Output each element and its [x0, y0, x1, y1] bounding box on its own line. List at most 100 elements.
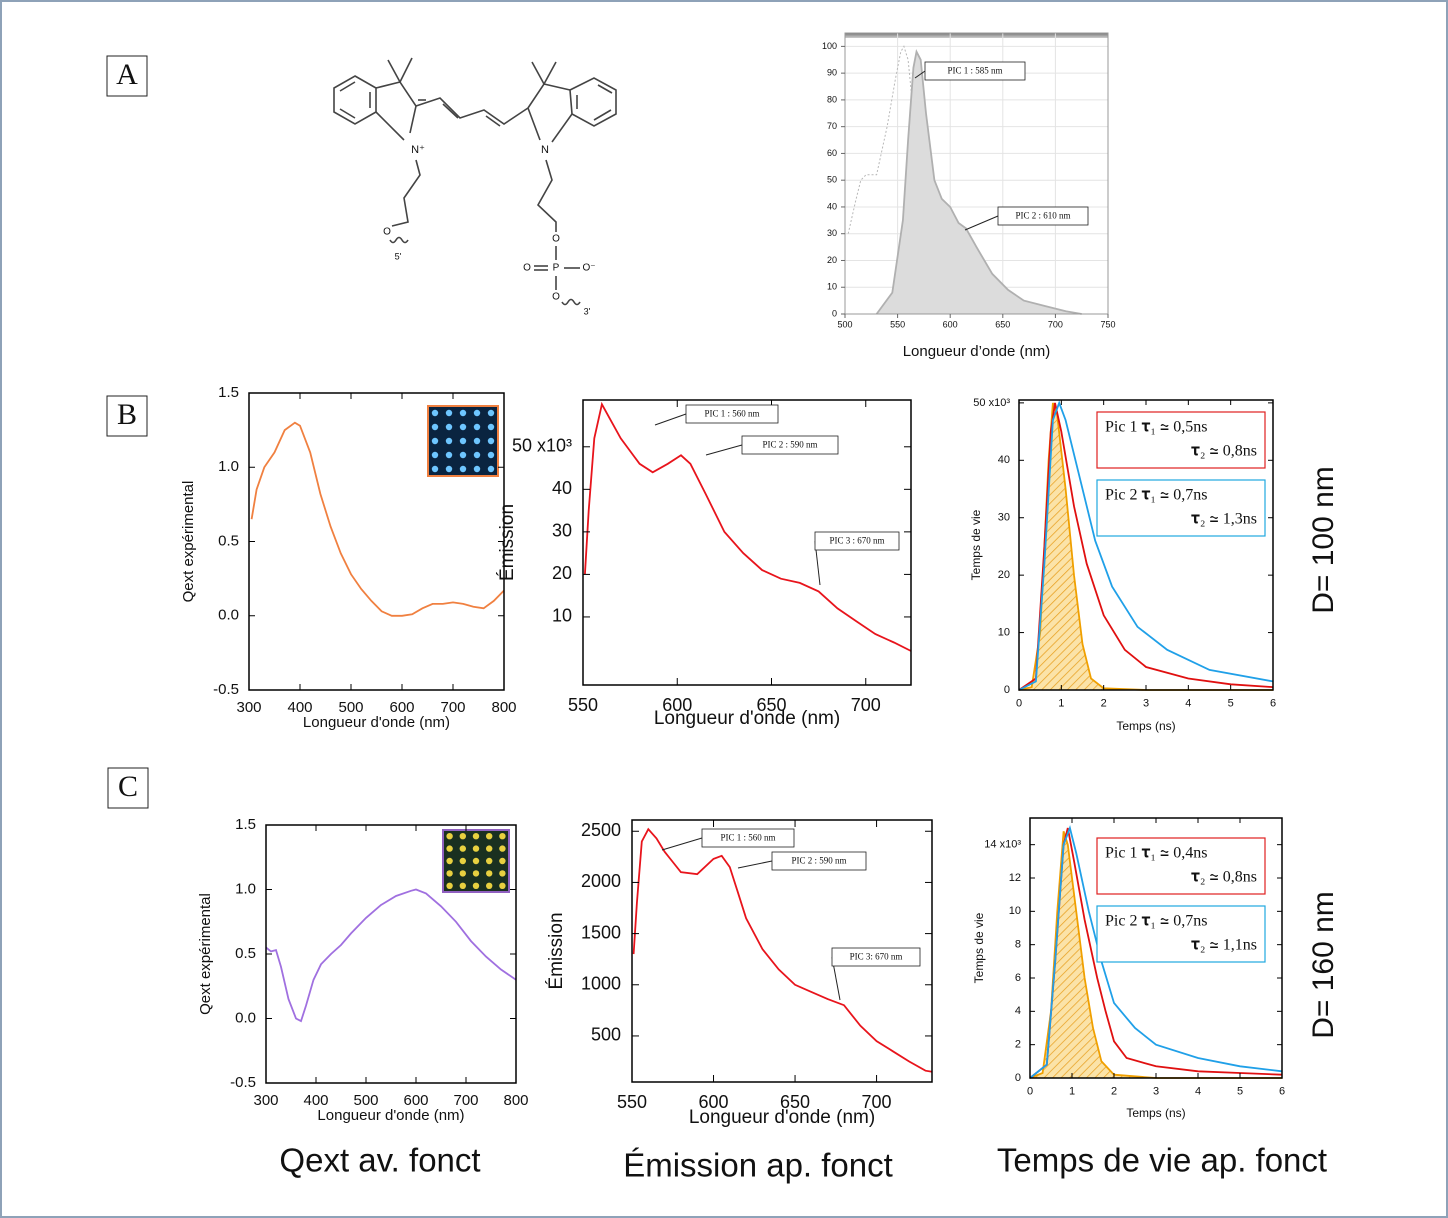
y-tick-label: 70 [827, 121, 837, 131]
annotation: PIC 2 : 590 nm [791, 856, 846, 866]
x-tick-label: 600 [389, 699, 414, 716]
atom-label: O [383, 227, 391, 238]
y-tick-label: 80 [827, 94, 837, 104]
annotation-box [831, 947, 921, 967]
y-tick-label: -0.5 [213, 681, 239, 698]
legend-text: Pic 1 𝛕₁ ≃ 0,4ns [1105, 845, 1208, 862]
atom-label: N⁺ [411, 144, 425, 156]
leader-line [654, 413, 687, 426]
line [250, 421, 505, 617]
y-tick-label: 2500 [581, 820, 621, 840]
x-tick-label: 600 [698, 1092, 728, 1112]
y-tick-label: 12 [1009, 872, 1021, 884]
x-axis-label: Longueur d’onde (nm) [903, 343, 1051, 360]
area [1030, 831, 1282, 1078]
y-tick-label: 1500 [581, 922, 621, 942]
y-tick-label: 4 [1015, 1005, 1021, 1017]
x-tick-label: 800 [503, 1092, 528, 1109]
x-tick-label: 800 [491, 699, 516, 716]
x-tick-label: 400 [303, 1092, 328, 1109]
y-axis-label: Temps de vie [969, 509, 983, 580]
annotation: PIC 2 : 590 nm [762, 440, 817, 450]
x-tick-label: 3 [1143, 698, 1149, 710]
y-tick-label: 50 x10³ [973, 397, 1010, 409]
panel-label: C [118, 770, 138, 803]
annotation-box [701, 828, 795, 848]
x-tick-label: 750 [1100, 320, 1115, 330]
y-axis-label: Émission [546, 912, 567, 989]
annotation: PIC 3 : 670 nm [829, 536, 884, 546]
x-axis-label: Longueur d'onde (nm) [303, 714, 450, 731]
y-axis-label: Qext expérimental [197, 893, 214, 1015]
x-axis-label: Temps (ns) [1126, 1106, 1185, 1120]
annotation-box [685, 404, 779, 424]
molecule [333, 57, 617, 306]
x-tick-label: 500 [353, 1092, 378, 1109]
caption: Qext av. fonct [279, 1142, 480, 1179]
y-axis-label: Qext expérimental [180, 481, 197, 603]
legend-text: 𝛕₂ ≃ 1,3ns [1191, 511, 1257, 528]
y-tick-label: 50 x10³ [512, 436, 572, 456]
line [875, 48, 1082, 315]
x-tick-label: 500 [837, 320, 852, 330]
area [876, 51, 1082, 314]
y-tick-label: 0 [1015, 1072, 1021, 1084]
x-tick-label: 600 [403, 1092, 428, 1109]
x-tick-label: 700 [1048, 320, 1063, 330]
caption: Émission ap. fonct [623, 1147, 893, 1184]
y-tick-label: 0 [1004, 684, 1010, 696]
y-tick-label: 50 [827, 175, 837, 185]
x-tick-label: 550 [617, 1092, 647, 1112]
y-tick-label: 0.5 [235, 945, 256, 962]
atom-label: N [541, 144, 549, 156]
inset-image [427, 405, 499, 477]
legend-box [1096, 905, 1266, 963]
x-tick-label: 700 [440, 699, 465, 716]
y-tick-label: 6 [1015, 972, 1021, 984]
y-tick-label: 40 [998, 454, 1010, 466]
x-tick-label: 300 [253, 1092, 278, 1109]
annotation-box [997, 206, 1089, 226]
y-tick-label: 30 [998, 512, 1010, 524]
x-tick-label: 650 [780, 1092, 810, 1112]
y-tick-label: 60 [827, 148, 837, 158]
x-axis-label: Longueur d'onde (nm) [654, 708, 840, 729]
row-label: D= 100 nm [1307, 466, 1340, 614]
annotation: PIC 2 : 610 nm [1015, 211, 1070, 221]
x-tick-label: 500 [338, 699, 363, 716]
y-tick-label: 1.0 [218, 458, 239, 475]
y-tick-label: 0.0 [218, 607, 239, 624]
y-tick-label: 40 [552, 478, 572, 498]
x-tick-label: 1 [1058, 698, 1064, 710]
x-tick-label: 1 [1069, 1086, 1075, 1098]
plot-frame [582, 399, 912, 686]
y-axis-label: Émission [497, 504, 518, 581]
atom-label: P [553, 263, 560, 274]
panel-box [107, 767, 149, 809]
x-tick-label: 6 [1270, 698, 1276, 710]
y-tick-label: 2 [1015, 1039, 1021, 1051]
x-axis-label: Longueur d'onde (nm) [689, 1107, 875, 1128]
y-tick-label: 1000 [581, 974, 621, 994]
y-tick-label: 500 [591, 1025, 621, 1045]
y-tick-label: 20 [998, 569, 1010, 581]
x-tick-label: 5 [1228, 698, 1234, 710]
annotation: PIC 1 : 585 nm [947, 66, 1002, 76]
x-tick-label: 300 [236, 699, 261, 716]
y-tick-label: 10 [998, 626, 1010, 638]
annotation-box [771, 851, 867, 871]
y-tick-label: 100 [822, 41, 837, 51]
y-tick-label: 14 x10³ [984, 839, 1021, 851]
annotation: PIC 1 : 560 nm [704, 409, 759, 419]
inset-image [442, 829, 510, 893]
x-tick-label: 4 [1195, 1086, 1201, 1098]
y-tick-label: 1.5 [235, 816, 256, 833]
y-tick-label: 40 [827, 201, 837, 211]
row-label: D= 160 nm [1307, 891, 1340, 1039]
leader-line [737, 860, 773, 869]
y-tick-label: 30 [827, 228, 837, 238]
legend-text: 𝛕₂ ≃ 1,1ns [1191, 937, 1257, 954]
x-axis-label: Longueur d'onde (nm) [317, 1107, 464, 1124]
x-tick-label: 2 [1111, 1086, 1117, 1098]
legend-text: Pic 1 𝛕₁ ≃ 0,5ns [1105, 419, 1208, 436]
